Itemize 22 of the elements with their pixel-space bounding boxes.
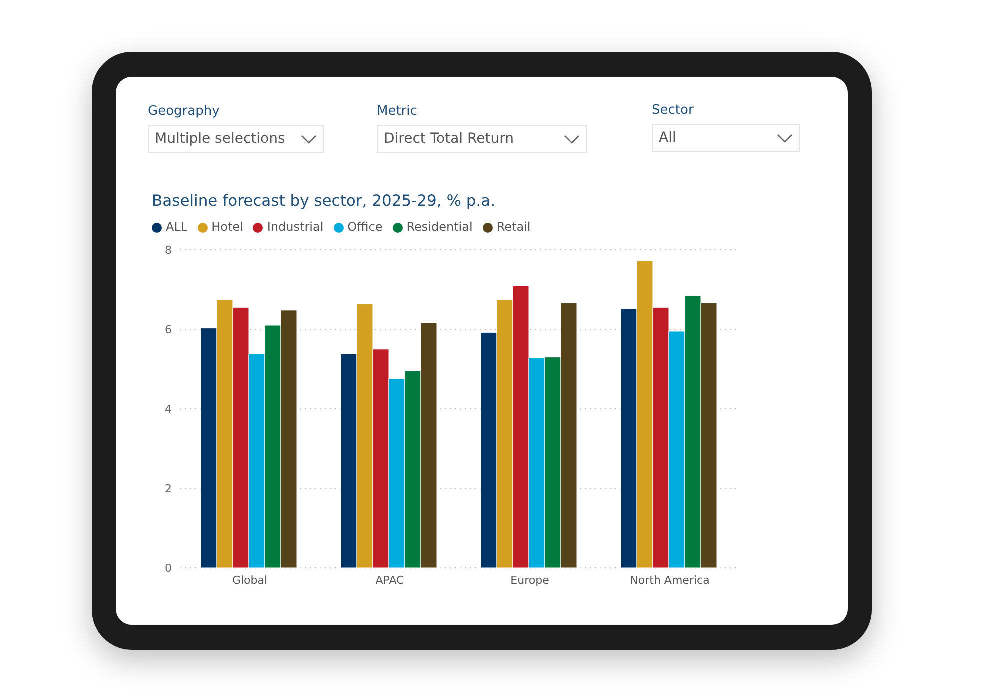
x-tick-label: North America (630, 574, 710, 587)
x-tick-label: APAC (376, 574, 405, 587)
text: All (659, 130, 676, 146)
y-tick-label: 2 (165, 482, 172, 496)
legend-label: Retail (496, 220, 531, 234)
legend-label: Office (348, 220, 383, 234)
y-tick-label: 4 (165, 402, 172, 416)
text: Geography (148, 104, 221, 119)
chart-title: Baseline forecast by sector, 2025-29, % p.a. (152, 192, 496, 210)
y-tick-label: 8 (165, 244, 172, 257)
x-tick-label: Global (232, 574, 268, 587)
legend-label: Industrial (267, 220, 324, 234)
y-tick-label: 6 (165, 323, 172, 336)
legend-label: Residential (406, 220, 473, 234)
x-tick-label: Europe (510, 574, 550, 587)
legend-label: Hotel (212, 220, 244, 234)
text: Sector (652, 103, 695, 118)
legend-label: ALL (166, 220, 188, 234)
text: Multiple selections (155, 131, 286, 147)
y-tick-label: 0 (165, 562, 172, 575)
text: Direct Total Return (384, 131, 514, 147)
text: Metric (377, 104, 418, 119)
